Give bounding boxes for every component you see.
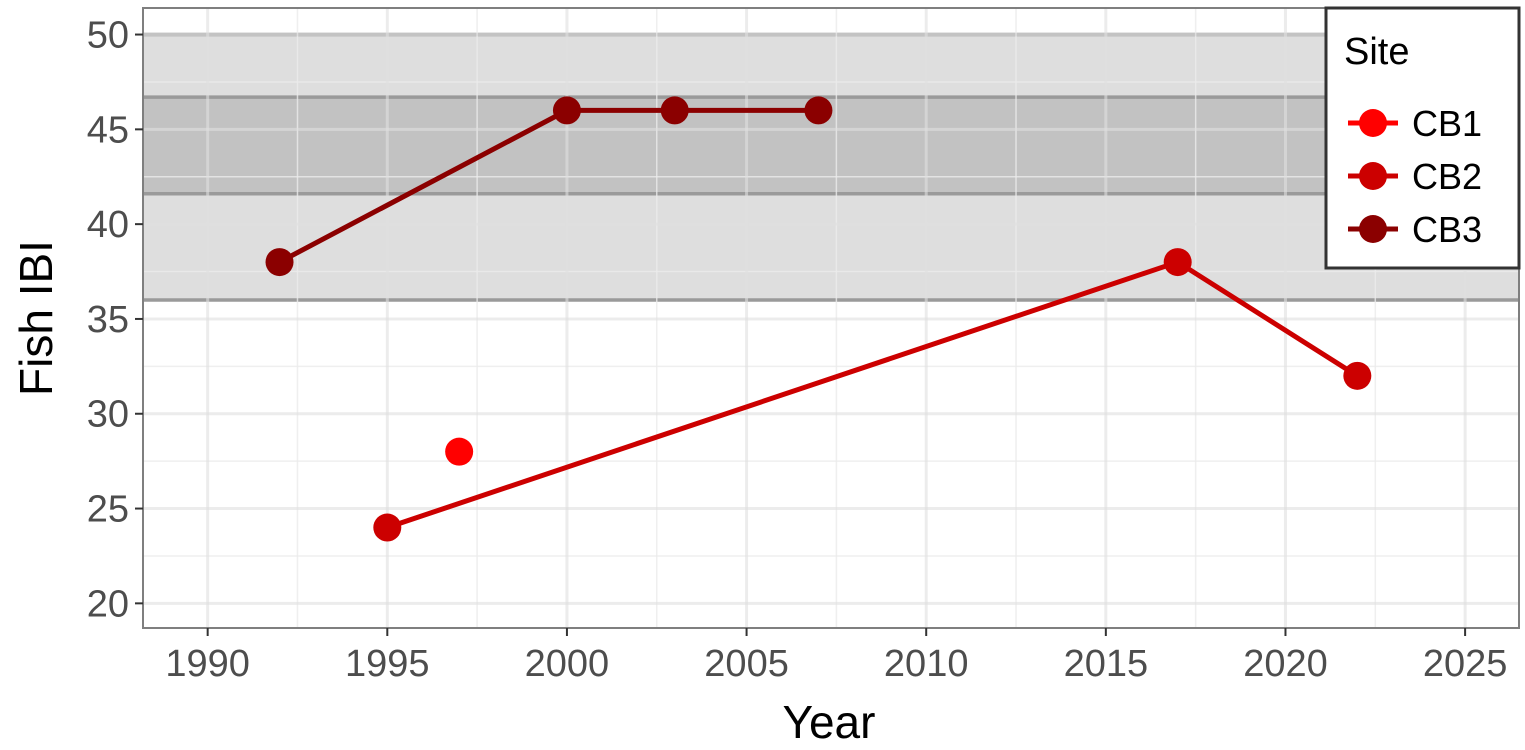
grid-lines xyxy=(143,8,1519,628)
series-line-cb2 xyxy=(386,259,1359,530)
y-tick-label: 30 xyxy=(87,394,129,436)
data-point-cb3 xyxy=(804,96,833,125)
y-tick-label: 20 xyxy=(87,583,129,625)
y-axis-ticks: 20 25 30 35 40 45 50 xyxy=(87,15,143,625)
data-point-cb3 xyxy=(660,96,689,125)
x-tick-label: 2020 xyxy=(1243,643,1328,685)
y-tick-label: 35 xyxy=(87,299,129,341)
data-point-cb2 xyxy=(1163,248,1192,277)
legend-key-point-cb2 xyxy=(1359,162,1387,190)
legend-label-cb1: CB1 xyxy=(1412,103,1482,144)
legend-label-cb2: CB2 xyxy=(1412,156,1482,197)
legend-key-point-cb3 xyxy=(1359,215,1387,243)
x-tick-label: 1990 xyxy=(165,643,250,685)
legend-key-point-cb1 xyxy=(1359,109,1387,137)
x-tick-label: 2000 xyxy=(525,643,610,685)
y-tick-label: 45 xyxy=(87,109,129,151)
series-points xyxy=(265,96,1372,542)
data-point-cb3 xyxy=(552,96,581,125)
x-tick-label: 1995 xyxy=(345,643,430,685)
series-line-cb3 xyxy=(278,107,819,265)
data-point-cb1 xyxy=(445,437,474,466)
x-axis-title: Year xyxy=(783,696,876,748)
data-point-cb2 xyxy=(373,513,402,542)
legend-entries: CB1 CB2 CB3 xyxy=(1348,103,1482,250)
x-tick-label: 2010 xyxy=(884,643,969,685)
y-tick-label: 50 xyxy=(87,15,129,57)
data-point-cb3 xyxy=(265,248,294,277)
y-tick-label: 40 xyxy=(87,204,129,246)
x-tick-label: 2025 xyxy=(1423,643,1508,685)
legend-title: Site xyxy=(1344,31,1409,73)
y-tick-label: 25 xyxy=(87,489,129,531)
legend-label-cb3: CB3 xyxy=(1412,209,1482,250)
y-axis-title: Fish IBI xyxy=(10,240,62,396)
legend: Site CB1 CB2 CB3 xyxy=(1324,6,1521,270)
x-tick-label: 2015 xyxy=(1064,643,1149,685)
x-tick-label: 2005 xyxy=(704,643,789,685)
reference-bands xyxy=(143,32,1519,302)
data-point-cb2 xyxy=(1343,361,1372,390)
x-axis-ticks: 1990 1995 2000 2005 2010 2015 2020 2025 xyxy=(165,628,1507,685)
legend-box xyxy=(1324,6,1521,270)
